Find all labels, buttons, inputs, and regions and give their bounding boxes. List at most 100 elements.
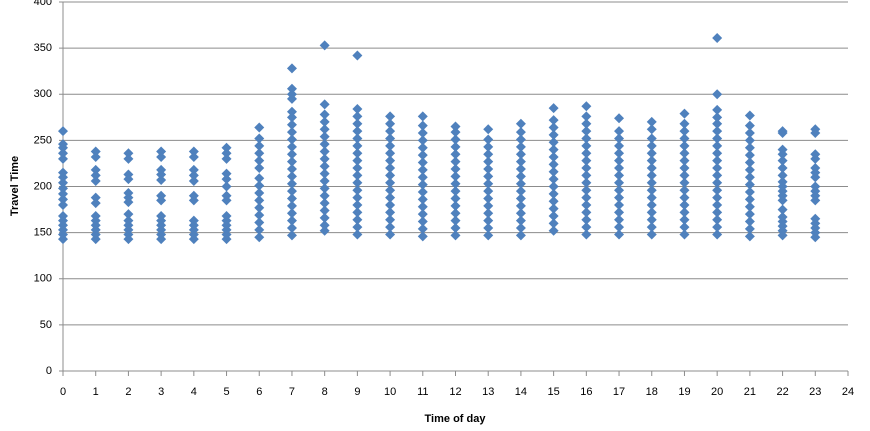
point bbox=[90, 170, 101, 181]
point bbox=[581, 229, 592, 240]
point bbox=[450, 208, 461, 219]
point bbox=[286, 208, 297, 219]
point bbox=[548, 218, 559, 229]
point bbox=[319, 131, 330, 142]
point bbox=[646, 199, 657, 210]
point bbox=[483, 134, 494, 145]
point bbox=[744, 201, 755, 212]
point bbox=[679, 214, 690, 225]
point bbox=[319, 109, 330, 120]
point bbox=[254, 133, 265, 144]
point bbox=[286, 223, 297, 234]
point bbox=[712, 177, 723, 188]
point bbox=[744, 209, 755, 220]
point bbox=[581, 140, 592, 151]
point bbox=[450, 230, 461, 241]
point bbox=[286, 163, 297, 174]
x-tick-label: 18 bbox=[646, 386, 658, 398]
point bbox=[483, 200, 494, 211]
point bbox=[450, 178, 461, 189]
point bbox=[286, 178, 297, 189]
point bbox=[744, 172, 755, 183]
point bbox=[319, 168, 330, 179]
point bbox=[319, 40, 330, 51]
y-tick-label: 350 bbox=[34, 42, 52, 54]
point bbox=[712, 222, 723, 233]
point bbox=[614, 140, 625, 151]
point bbox=[221, 153, 232, 164]
point bbox=[156, 190, 167, 201]
x-tick-label: 17 bbox=[613, 386, 625, 398]
point bbox=[58, 188, 68, 199]
x-tick-label: 20 bbox=[711, 386, 723, 398]
point bbox=[450, 141, 461, 152]
point bbox=[614, 192, 625, 203]
point bbox=[385, 170, 396, 181]
point bbox=[417, 194, 428, 205]
y-tick-label: 400 bbox=[34, 0, 52, 8]
x-tick-label: 12 bbox=[449, 386, 461, 398]
point bbox=[188, 170, 199, 181]
point bbox=[417, 135, 428, 146]
point bbox=[221, 190, 232, 201]
point bbox=[417, 179, 428, 190]
point bbox=[450, 149, 461, 160]
point bbox=[319, 124, 330, 135]
point bbox=[352, 50, 363, 61]
point bbox=[254, 232, 265, 243]
point bbox=[286, 186, 297, 197]
point bbox=[188, 215, 199, 226]
point bbox=[483, 178, 494, 189]
x-tick-label: 21 bbox=[744, 386, 756, 398]
point bbox=[679, 148, 690, 159]
point bbox=[417, 231, 428, 242]
point bbox=[483, 124, 494, 135]
point bbox=[319, 139, 330, 150]
point bbox=[744, 157, 755, 168]
point bbox=[286, 230, 297, 241]
y-tick-label: 150 bbox=[34, 227, 52, 239]
point bbox=[646, 155, 657, 166]
point bbox=[417, 111, 428, 122]
point bbox=[712, 185, 723, 196]
point bbox=[777, 126, 788, 137]
point bbox=[286, 127, 297, 138]
point bbox=[744, 231, 755, 242]
point bbox=[679, 108, 690, 119]
point bbox=[483, 163, 494, 174]
point bbox=[614, 222, 625, 233]
point bbox=[352, 126, 363, 137]
point bbox=[188, 175, 199, 186]
point bbox=[744, 135, 755, 146]
y-tick-label: 200 bbox=[34, 180, 52, 192]
point bbox=[548, 129, 559, 140]
point bbox=[319, 146, 330, 157]
point bbox=[58, 153, 68, 164]
point bbox=[810, 181, 821, 192]
point bbox=[221, 148, 232, 159]
point bbox=[58, 194, 68, 205]
point bbox=[352, 222, 363, 233]
point bbox=[548, 196, 559, 207]
point bbox=[581, 101, 592, 112]
x-tick-label: 22 bbox=[776, 386, 788, 398]
point bbox=[712, 155, 723, 166]
point bbox=[483, 193, 494, 204]
point bbox=[254, 155, 265, 166]
point bbox=[417, 216, 428, 227]
point bbox=[58, 211, 68, 222]
point bbox=[712, 133, 723, 144]
point bbox=[581, 133, 592, 144]
point bbox=[90, 151, 101, 162]
point bbox=[417, 172, 428, 183]
point bbox=[254, 210, 265, 221]
point bbox=[679, 140, 690, 151]
point bbox=[385, 207, 396, 218]
point bbox=[483, 230, 494, 241]
point bbox=[777, 163, 788, 174]
point bbox=[548, 225, 559, 236]
point bbox=[679, 126, 690, 137]
point bbox=[777, 144, 788, 155]
point bbox=[581, 185, 592, 196]
